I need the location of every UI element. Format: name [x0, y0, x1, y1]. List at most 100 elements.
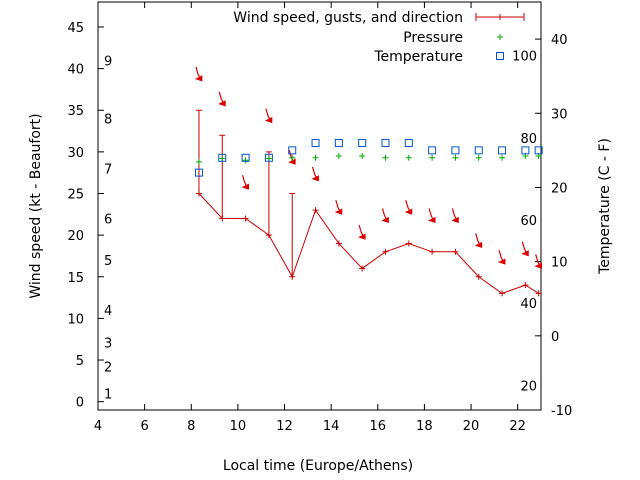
- y-right-tick-label: 40: [551, 33, 568, 48]
- wind-direction-arrow: [535, 254, 541, 266]
- temperature-point: [474, 146, 483, 155]
- x-tick-label: 12: [276, 419, 293, 434]
- x-tick-label: 16: [370, 419, 387, 434]
- fahrenheit-label: 40: [520, 297, 537, 312]
- y-right-tick-label: -10: [551, 404, 572, 419]
- wind-direction-arrow: [265, 108, 271, 120]
- wind-direction-arrowhead: [381, 216, 389, 224]
- beaufort-label: 2: [104, 361, 112, 376]
- pressure-point: [289, 154, 296, 161]
- legend-swatch-temperature: [496, 52, 504, 60]
- gust-bar: [289, 193, 296, 277]
- wind-direction-arrowhead: [334, 208, 343, 215]
- wind-speed-point: [242, 215, 249, 222]
- temperature-point: [194, 168, 203, 177]
- y-left-tick-label: 30: [67, 146, 84, 161]
- temperature-point: [534, 146, 543, 155]
- legend-label-wind: Wind speed, gusts, and direction: [233, 10, 463, 26]
- temperature-point: [498, 146, 507, 155]
- wind-direction-arrow: [195, 66, 201, 79]
- pressure-point: [429, 154, 436, 161]
- y-left-tick-label: 20: [67, 229, 84, 244]
- temperature-point: [381, 138, 390, 147]
- y-axis-label-right: Temperature (C - F): [597, 138, 613, 275]
- wind-speed-point: [359, 265, 366, 272]
- wind-direction-arrowhead: [264, 116, 273, 124]
- ticks: 4 6 8 10 12 14 16 18 20 22051015202530354045-1001…: [67, 2, 572, 434]
- pressure-point: [499, 154, 506, 161]
- pressure-point: [265, 155, 272, 162]
- gust-bar: [195, 109, 202, 194]
- wind-speed-point: [382, 248, 389, 255]
- wind-direction-arrow: [521, 241, 527, 254]
- wind-speed-point: [429, 248, 436, 255]
- pressure-point: [195, 158, 202, 165]
- wind-direction-arrow: [311, 166, 318, 179]
- wind-direction-arrow: [451, 208, 457, 220]
- fahrenheit-label: 100: [512, 49, 537, 64]
- gust-bar: [265, 151, 272, 236]
- wind-direction-arrow: [358, 224, 364, 237]
- temperature-point: [404, 138, 413, 147]
- y-left-tick-label: 25: [67, 188, 84, 203]
- pressure-point: [335, 153, 342, 160]
- wind-direction-arrowhead: [474, 241, 483, 249]
- wind-direction-arrowhead: [428, 216, 436, 224]
- wind-direction-arrowhead: [311, 175, 319, 182]
- pressure-point: [219, 155, 226, 162]
- beaufort-label: 4: [104, 304, 112, 319]
- legend-label-temperature: Temperature: [373, 49, 463, 65]
- wind-direction-arrow: [335, 199, 341, 212]
- wind-speed-line: [198, 193, 539, 294]
- beaufort-label: 9: [104, 54, 112, 69]
- wind-speed-point: [312, 207, 319, 214]
- wind-speed-point: [452, 248, 459, 255]
- pressure-point: [405, 154, 412, 161]
- wind-direction-arrowhead: [451, 216, 459, 224]
- legend-swatch-pressure: [497, 34, 503, 40]
- y-right-tick-label: 30: [551, 107, 568, 122]
- pressure-point: [359, 153, 366, 160]
- wind-direction-arrowhead: [534, 262, 543, 269]
- wind-direction-arrow: [218, 91, 224, 104]
- x-tick-label: 6: [140, 419, 148, 434]
- x-tick-label: 18: [416, 419, 433, 434]
- y-right-tick-label: 10: [551, 256, 568, 271]
- y-left-tick-label: 35: [67, 104, 84, 119]
- temperature-point: [218, 153, 227, 162]
- temperature-point: [428, 146, 437, 155]
- wind-direction-arrow: [405, 199, 411, 212]
- wind-direction-arrowhead: [404, 208, 413, 215]
- wind-speed-point: [535, 290, 542, 297]
- pressure-point: [312, 154, 319, 161]
- legend: Wind speed, gusts, and direction Pressure…: [233, 10, 525, 65]
- beaufort-label: 8: [104, 113, 112, 128]
- wind-speed-point: [405, 240, 412, 247]
- wind-direction-arrowhead: [194, 75, 203, 82]
- temperature-point: [358, 138, 367, 147]
- temperature-point: [451, 146, 460, 155]
- y-left-tick-label: 10: [67, 312, 84, 327]
- x-tick-label: 8: [187, 419, 195, 434]
- temperature-point: [311, 138, 320, 147]
- x-tick-label: 14: [323, 419, 340, 434]
- wind-direction-arrowhead: [358, 233, 366, 240]
- beaufort-label: 1: [104, 387, 112, 402]
- wind-direction-arrow: [498, 249, 504, 262]
- series-layer: [194, 66, 543, 297]
- fahrenheit-label: 20: [520, 380, 537, 395]
- temperature-point: [288, 146, 297, 155]
- wind-direction-arrowhead: [521, 250, 529, 257]
- x-tick-label: 20: [463, 419, 480, 434]
- wind-direction-arrow: [381, 208, 388, 220]
- legend-label-pressure: Pressure: [403, 30, 463, 46]
- wind-direction-arrow: [475, 233, 481, 245]
- wind-direction-arrowhead: [241, 183, 249, 190]
- y-left-tick-label: 5: [76, 354, 84, 369]
- temperature-point: [521, 146, 530, 155]
- wind-direction-arrow: [242, 175, 248, 187]
- legend-swatch-wind: [475, 13, 525, 21]
- pressure-point: [382, 154, 389, 161]
- wind-direction-arrow: [428, 208, 434, 220]
